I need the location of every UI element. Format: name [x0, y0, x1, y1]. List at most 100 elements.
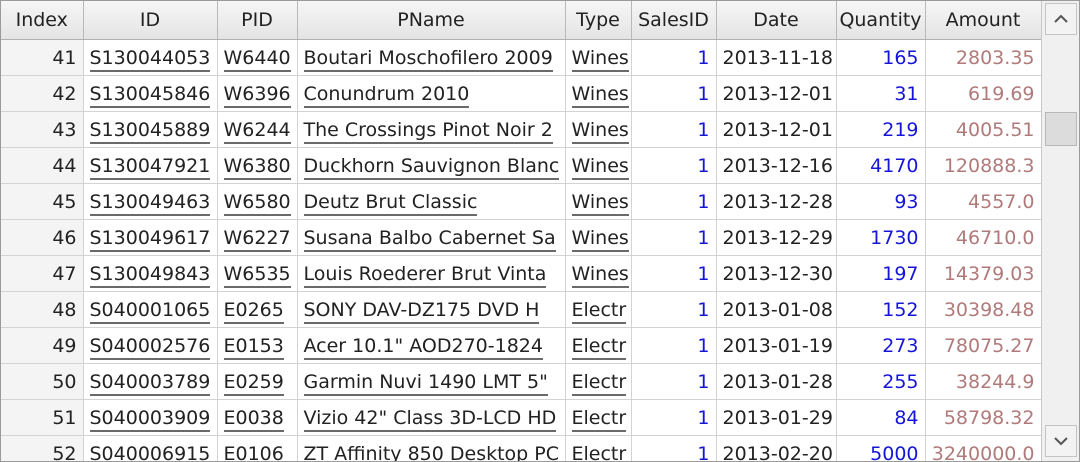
- cell-pid-link[interactable]: E0265: [223, 298, 284, 324]
- cell-date[interactable]: 2013-12-28: [716, 183, 837, 220]
- cell-pname-link[interactable]: ZT Affinity 850 Desktop PC: [303, 442, 560, 461]
- cell-pid-link[interactable]: E0153: [223, 334, 284, 360]
- cell-pname[interactable]: SONY DAV-DZ175 DVD H: [297, 291, 566, 328]
- scroll-down-button[interactable]: [1045, 425, 1077, 457]
- cell-id-link[interactable]: S040006915: [89, 442, 211, 461]
- cell-id-link[interactable]: S130045846: [89, 82, 211, 108]
- scrollbar-thumb[interactable]: [1045, 112, 1077, 146]
- cell-pname-link[interactable]: Vizio 42" Class 3D-LCD HD: [303, 406, 557, 432]
- cell-amount[interactable]: 14379.03: [925, 255, 1041, 292]
- cell-type[interactable]: Wines: [565, 75, 632, 112]
- column-header-pname[interactable]: PName: [297, 1, 566, 40]
- cell-type[interactable]: Wines: [565, 39, 632, 76]
- cell-id[interactable]: S130049463: [83, 183, 218, 220]
- cell-salesid[interactable]: 1: [631, 435, 717, 461]
- cell-pid[interactable]: W6227: [217, 219, 298, 256]
- cell-pid[interactable]: E0038: [217, 399, 298, 436]
- cell-quantity[interactable]: 84: [836, 399, 926, 436]
- cell-date[interactable]: 2013-01-08: [716, 291, 837, 328]
- scroll-up-button[interactable]: [1045, 3, 1077, 35]
- cell-id-link[interactable]: S040003909: [89, 406, 211, 432]
- cell-quantity[interactable]: 152: [836, 291, 926, 328]
- cell-salesid[interactable]: 1: [631, 147, 717, 184]
- cell-pname[interactable]: Vizio 42" Class 3D-LCD HD: [297, 399, 566, 436]
- cell-pid-link[interactable]: E0106: [223, 442, 284, 461]
- cell-quantity[interactable]: 31: [836, 75, 926, 112]
- cell-id[interactable]: S130045889: [83, 111, 218, 148]
- cell-quantity[interactable]: 273: [836, 327, 926, 364]
- cell-quantity[interactable]: 4170: [836, 147, 926, 184]
- cell-pid-link[interactable]: W6396: [223, 82, 291, 108]
- cell-id-link[interactable]: S040001065: [89, 298, 211, 324]
- cell-amount[interactable]: 120888.3: [925, 147, 1041, 184]
- table-row[interactable]: 42 S130045846 W6396 Conundrum 2010 Wines 1 201…: [1, 75, 1041, 112]
- cell-pname-link[interactable]: The Crossings Pinot Noir 2: [303, 118, 553, 144]
- column-header-id[interactable]: ID: [83, 1, 218, 40]
- cell-pid[interactable]: W6380: [217, 147, 298, 184]
- cell-salesid[interactable]: 1: [631, 183, 717, 220]
- cell-type-link[interactable]: Electr: [571, 442, 627, 461]
- cell-pid-link[interactable]: E0259: [223, 370, 284, 396]
- cell-pname-link[interactable]: SONY DAV-DZ175 DVD H: [303, 298, 540, 324]
- cell-amount[interactable]: 4005.51: [925, 111, 1041, 148]
- cell-date[interactable]: 2013-12-29: [716, 219, 837, 256]
- cell-id-link[interactable]: S040003789: [89, 370, 211, 396]
- cell-id-link[interactable]: S130049617: [89, 226, 211, 252]
- cell-pname[interactable]: Susana Balbo Cabernet Sa: [297, 219, 566, 256]
- cell-date[interactable]: 2013-12-01: [716, 75, 837, 112]
- cell-pname[interactable]: Louis Roederer Brut Vinta: [297, 255, 566, 292]
- cell-date[interactable]: 2013-02-20: [716, 435, 837, 461]
- cell-type[interactable]: Electr: [565, 399, 632, 436]
- cell-pid-link[interactable]: W6580: [223, 190, 291, 216]
- cell-amount[interactable]: 4557.0: [925, 183, 1041, 220]
- cell-pid-link[interactable]: E0038: [223, 406, 284, 432]
- cell-amount[interactable]: 3240000.0: [925, 435, 1041, 461]
- cell-quantity[interactable]: 5000: [836, 435, 926, 461]
- cell-pname[interactable]: Conundrum 2010: [297, 75, 566, 112]
- cell-type[interactable]: Wines: [565, 111, 632, 148]
- cell-id-link[interactable]: S130044053: [89, 46, 211, 72]
- cell-pid-link[interactable]: W6380: [223, 154, 291, 180]
- cell-id[interactable]: S130044053: [83, 39, 218, 76]
- cell-date[interactable]: 2013-12-01: [716, 111, 837, 148]
- column-header-amount[interactable]: Amount: [925, 1, 1041, 40]
- cell-pname[interactable]: Duckhorn Sauvignon Blanc: [297, 147, 566, 184]
- cell-type-link[interactable]: Wines: [571, 46, 629, 72]
- cell-type-link[interactable]: Electr: [571, 370, 627, 396]
- table-row[interactable]: 51 S040003909 E0038 Vizio 42" Class 3D-LCD …: [1, 399, 1041, 436]
- column-header-date[interactable]: Date: [716, 1, 837, 40]
- cell-amount[interactable]: 46710.0: [925, 219, 1041, 256]
- cell-id[interactable]: S040002576: [83, 327, 218, 364]
- cell-id[interactable]: S040003789: [83, 363, 218, 400]
- cell-pid[interactable]: W6535: [217, 255, 298, 292]
- cell-id-link[interactable]: S130045889: [89, 118, 211, 144]
- cell-id[interactable]: S130047921: [83, 147, 218, 184]
- cell-salesid[interactable]: 1: [631, 75, 717, 112]
- column-header-quantity[interactable]: Quantity: [836, 1, 926, 40]
- cell-type[interactable]: Wines: [565, 183, 632, 220]
- cell-pid-link[interactable]: W6244: [223, 118, 291, 144]
- cell-quantity[interactable]: 255: [836, 363, 926, 400]
- cell-pid[interactable]: E0265: [217, 291, 298, 328]
- cell-id-link[interactable]: S130049463: [89, 190, 211, 216]
- cell-type[interactable]: Electr: [565, 435, 632, 461]
- cell-date[interactable]: 2013-01-29: [716, 399, 837, 436]
- cell-type[interactable]: Wines: [565, 255, 632, 292]
- cell-amount[interactable]: 58798.32: [925, 399, 1041, 436]
- table-row[interactable]: 47 S130049843 W6535 Louis Roederer Brut Vin…: [1, 255, 1041, 292]
- cell-amount[interactable]: 38244.9: [925, 363, 1041, 400]
- table-row[interactable]: 48 S040001065 E0265 SONY DAV-DZ175 DVD H Ele…: [1, 291, 1041, 328]
- cell-id[interactable]: S040006915: [83, 435, 218, 461]
- cell-type[interactable]: Electr: [565, 327, 632, 364]
- cell-salesid[interactable]: 1: [631, 327, 717, 364]
- cell-pname-link[interactable]: Garmin Nuvi 1490 LMT 5": [303, 370, 548, 396]
- cell-type-link[interactable]: Wines: [571, 118, 629, 144]
- cell-amount[interactable]: 619.69: [925, 75, 1041, 112]
- cell-pname-link[interactable]: Susana Balbo Cabernet Sa: [303, 226, 556, 252]
- column-header-pid[interactable]: PID: [217, 1, 298, 40]
- vertical-scrollbar[interactable]: [1041, 1, 1079, 461]
- cell-quantity[interactable]: 165: [836, 39, 926, 76]
- cell-salesid[interactable]: 1: [631, 219, 717, 256]
- cell-pname-link[interactable]: Boutari Moschofilero 2009: [303, 46, 553, 72]
- cell-pname-link[interactable]: Louis Roederer Brut Vinta: [303, 262, 547, 288]
